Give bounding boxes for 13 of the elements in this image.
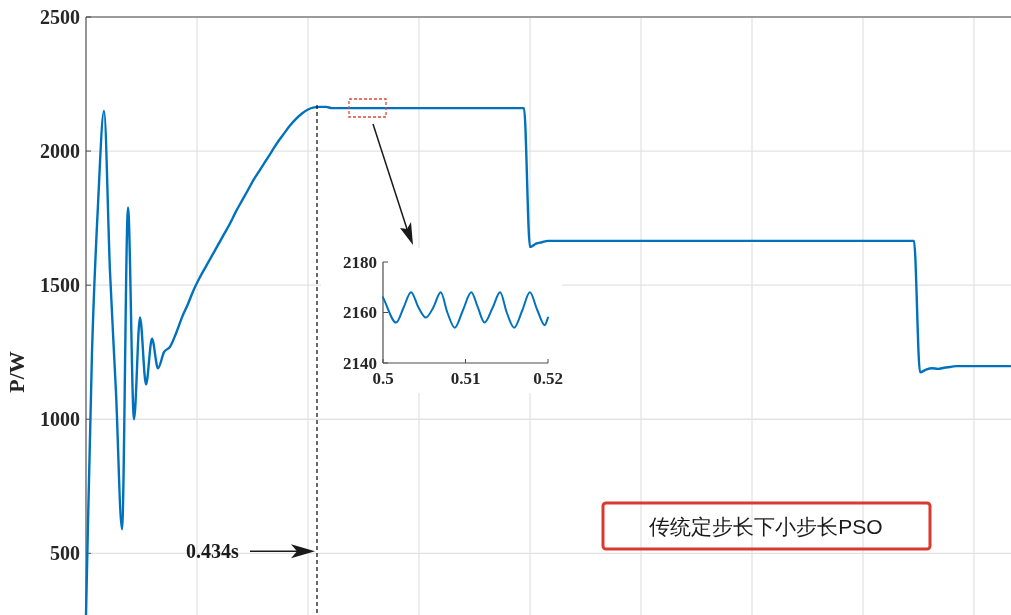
x-tick-label: 0.52 [533,369,563,388]
y-tick-label: 2500 [40,6,80,28]
x-tick-label: 0.51 [450,369,481,388]
y-tick-label: 1000 [40,408,80,431]
y-tick-label: 500 [50,542,80,565]
annotation: 传统定步长下小步长PSO [649,515,883,538]
y-axis-title: P/W [4,351,29,393]
y-tick-label: 1500 [40,274,80,297]
line-series [382,291,549,329]
annotation: 0.434s [186,540,239,563]
y-tick-label: 2000 [40,140,80,163]
y-tick-label: 2180 [343,252,377,272]
y-tick-label: 2160 [343,303,377,323]
